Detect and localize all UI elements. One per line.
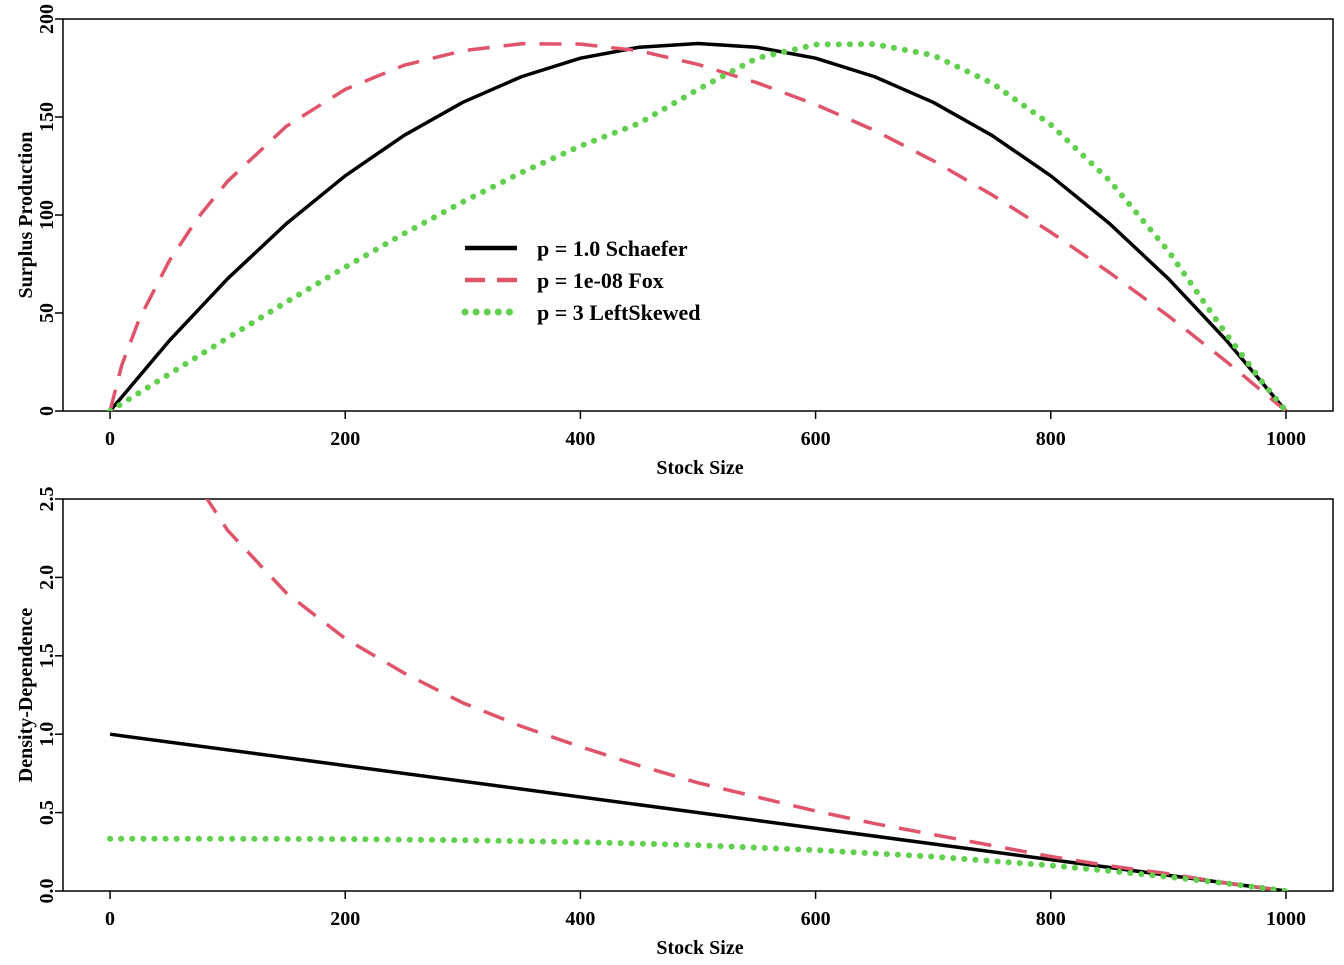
y-tick-label: 0 bbox=[36, 406, 58, 416]
y-tick-label: 100 bbox=[36, 200, 58, 230]
series-line-0 bbox=[109, 732, 1287, 891]
series-line-1 bbox=[108, 41, 1288, 411]
x-tick-label: 0 bbox=[105, 908, 115, 930]
y-tick-label: 2.5 bbox=[36, 487, 58, 512]
x-tick-label: 1000 bbox=[1266, 908, 1306, 930]
x-tick-label: 400 bbox=[565, 908, 595, 930]
series-group bbox=[107, 499, 1289, 891]
y-tick-label: 150 bbox=[36, 102, 58, 132]
series-line-2 bbox=[107, 835, 1289, 891]
legend-label-1: p = 1e-08 Fox bbox=[537, 268, 664, 293]
x-tick-label: 1000 bbox=[1266, 428, 1306, 450]
top-panel: 0 200 400 600 800 1000 0 50 100 150 200 Stock Size S… bbox=[15, 4, 1334, 479]
x-tick-label: 600 bbox=[801, 908, 831, 930]
legend-label-0: p = 1.0 Schaefer bbox=[537, 236, 688, 261]
x-tick-label: 200 bbox=[330, 908, 360, 930]
y-axis-title: Surplus Production bbox=[15, 132, 37, 299]
y-tick-label: 0.5 bbox=[36, 800, 58, 825]
y-tick-label: 2.0 bbox=[36, 565, 58, 590]
y-tick-label: 50 bbox=[36, 303, 58, 323]
y-tick-label: 1.5 bbox=[36, 643, 58, 668]
y-tick-label: 0.0 bbox=[36, 879, 58, 904]
y-tick-label: 1.0 bbox=[36, 722, 58, 747]
x-tick-label: 800 bbox=[1036, 908, 1066, 930]
x-tick-label: 200 bbox=[330, 428, 360, 450]
series-line-2 bbox=[107, 41, 1289, 411]
series-line-0 bbox=[108, 41, 1288, 411]
x-axis-title: Stock Size bbox=[656, 937, 743, 959]
plot-frame bbox=[62, 498, 1334, 892]
x-axis-title: Stock Size bbox=[656, 457, 743, 479]
series-line-1 bbox=[205, 499, 1287, 891]
x-tick-label: 0 bbox=[105, 428, 115, 450]
x-tick-label: 400 bbox=[565, 428, 595, 450]
y-tick-label: 200 bbox=[36, 4, 58, 34]
y-axis-title: Density-Dependence bbox=[15, 608, 37, 783]
legend-label-2: p = 3 LeftSkewed bbox=[537, 300, 701, 325]
legend: p = 1.0 Schaefer p = 1e-08 Fox p = 3 LeftS… bbox=[461, 236, 701, 325]
plot-frame bbox=[62, 18, 1334, 412]
series-group bbox=[107, 41, 1289, 411]
x-tick-label: 600 bbox=[801, 428, 831, 450]
bottom-panel: 0 200 400 600 800 1000 0.0 0.5 1.0 1.5 2.0 2.5 Stock… bbox=[15, 487, 1334, 959]
x-tick-label: 800 bbox=[1036, 428, 1066, 450]
